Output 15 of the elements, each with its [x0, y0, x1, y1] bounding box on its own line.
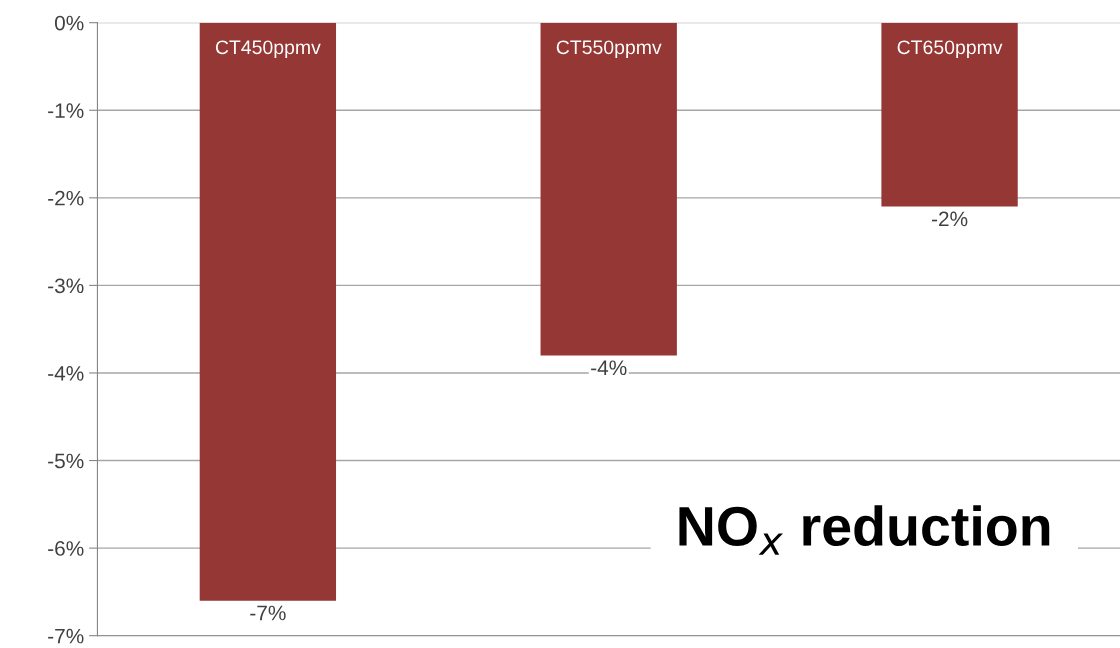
y-tick-label: -6% — [48, 541, 84, 556]
y-tick-label: -5% — [48, 453, 84, 469]
data-label: -4% — [591, 360, 627, 376]
y-tick-label: -7% — [48, 628, 84, 644]
y-tick-label: -1% — [48, 103, 84, 118]
data-label: -7% — [250, 605, 286, 621]
y-tick-label: -3% — [48, 278, 84, 294]
y-tick-label: -4% — [48, 366, 84, 381]
y-tick-label: -2% — [48, 190, 84, 206]
annotation: NO$_{x}$ reduction — [679, 505, 1050, 555]
x-tick-label: CT650ppmv — [897, 40, 1003, 59]
x-tick-label: CT450ppmv — [215, 40, 321, 59]
x-tick-label: CT550ppmv — [556, 40, 662, 59]
y-tick-label: 0% — [54, 15, 84, 31]
data-label: -2% — [931, 211, 968, 227]
